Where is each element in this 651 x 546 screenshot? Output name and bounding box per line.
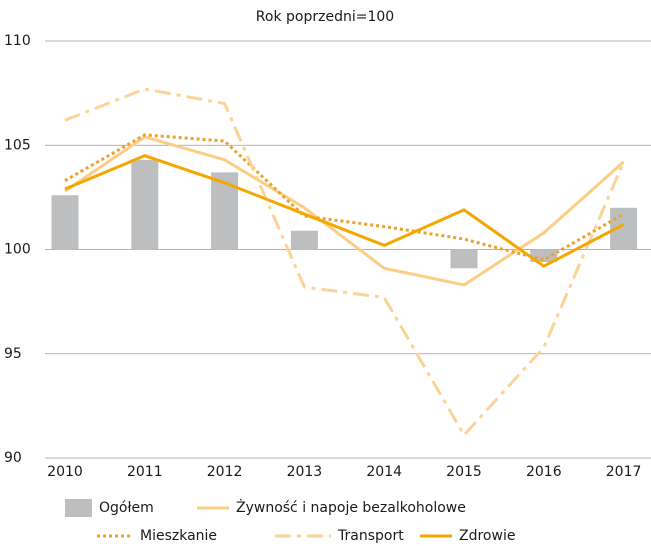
x-tick-label: 2015 [446, 464, 482, 480]
legend-swatch [65, 499, 92, 517]
y-tick-label: 95 [4, 346, 22, 362]
x-tick-label: 2010 [47, 464, 83, 480]
y-tick-label: 105 [4, 137, 31, 153]
bar [450, 249, 478, 269]
legend-label: Żywność i napoje bezalkoholowe [236, 498, 466, 516]
legend-label: Mieszkanie [140, 528, 217, 544]
legend-label: Zdrowie [459, 528, 515, 544]
y-tick-label: 110 [4, 33, 31, 49]
bar [51, 195, 79, 250]
x-tick-label: 2016 [526, 464, 562, 480]
line-series [64, 154, 625, 268]
x-tick-label: 2011 [127, 464, 163, 480]
y-tick-label: 100 [4, 242, 31, 258]
x-tick-label: 2013 [287, 464, 323, 480]
bar [131, 159, 159, 250]
x-tick-label: 2012 [207, 464, 243, 480]
bar [290, 230, 318, 250]
line-series [64, 135, 625, 287]
x-tick-label: 2017 [606, 464, 642, 480]
line-series [64, 87, 625, 437]
legend-label: Transport [337, 528, 404, 544]
legend-label: Ogółem [99, 500, 154, 516]
chart-title: Rok poprzedni=100 [256, 9, 394, 25]
x-tick-label: 2014 [366, 464, 402, 480]
y-tick-label: 90 [4, 450, 22, 466]
